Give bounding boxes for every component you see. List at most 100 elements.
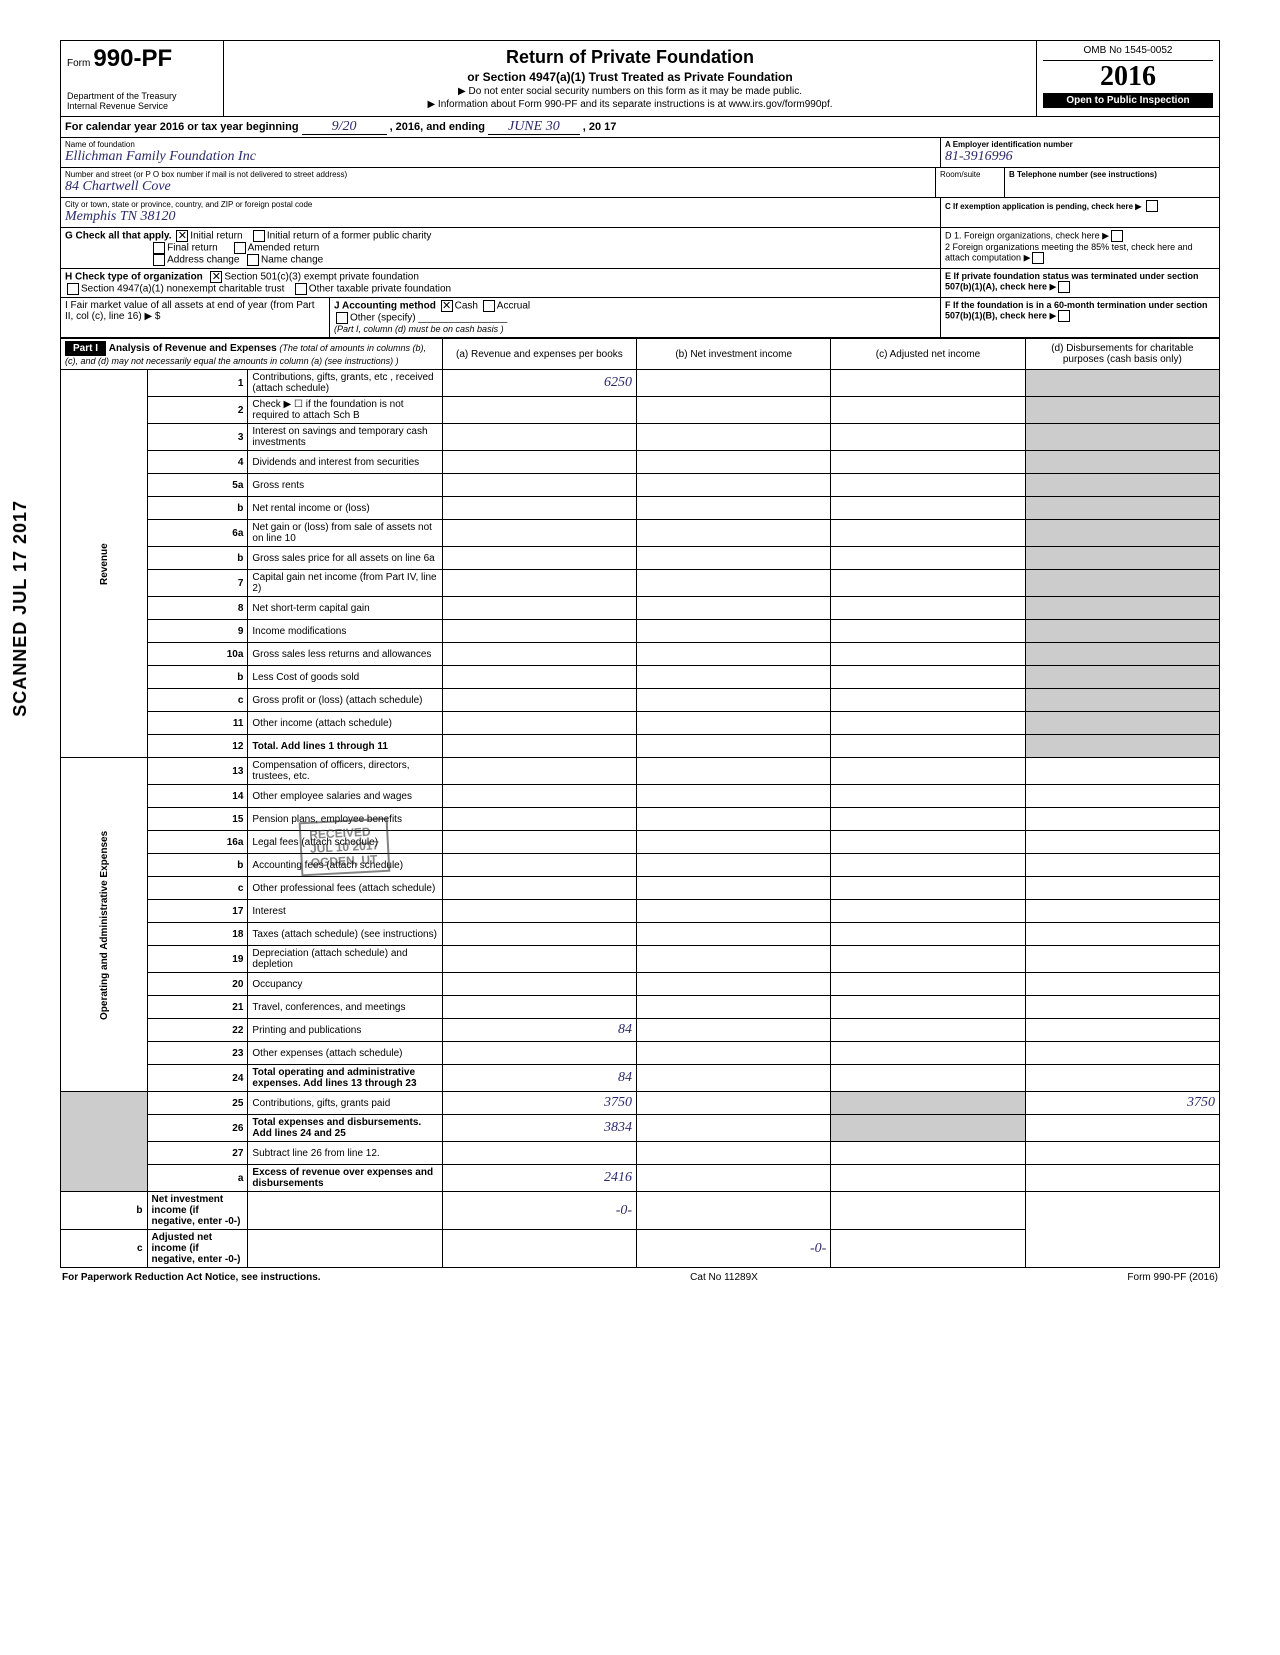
d1-cb[interactable] — [1111, 230, 1123, 242]
amount-cell — [1025, 785, 1219, 808]
table-row: 8Net short-term capital gain — [61, 597, 1220, 620]
i-f-row: I Fair market value of all assets at end… — [60, 298, 1220, 338]
table-row: 27Subtract line 26 from line 12. — [61, 1142, 1220, 1165]
j-cash-cb[interactable]: ✕ — [441, 300, 453, 312]
line-desc: Pension plans, employee benefits — [248, 808, 442, 831]
g-initial-cb[interactable]: ✕ — [176, 230, 188, 242]
year-prefix: 20 — [1100, 61, 1128, 92]
table-row: 15Pension plans, employee benefits — [61, 808, 1220, 831]
addr-row: Number and street (or P O box number if … — [60, 168, 1220, 198]
amount-cell — [442, 923, 636, 946]
part1-table: Part I Analysis of Revenue and Expenses … — [60, 338, 1220, 1268]
line-desc: Gross rents — [248, 474, 442, 497]
line-number: 20 — [147, 973, 248, 996]
amount-cell — [637, 712, 831, 735]
amount-cell — [831, 1192, 1025, 1230]
amount-cell — [831, 547, 1025, 570]
table-row: 6aNet gain or (loss) from sale of assets… — [61, 520, 1220, 547]
amount-cell: 3834 — [442, 1115, 636, 1142]
line-number: b — [61, 1192, 148, 1230]
amount-cell — [637, 666, 831, 689]
h-other-cb[interactable] — [295, 283, 307, 295]
amount-cell: 3750 — [442, 1092, 636, 1115]
g-name-cb[interactable] — [247, 254, 259, 266]
amount-cell — [442, 973, 636, 996]
g-final-cb[interactable] — [153, 242, 165, 254]
amount-cell — [1025, 689, 1219, 712]
amount-cell — [831, 1165, 1025, 1192]
col-a-header: (a) Revenue and expenses per books — [442, 339, 636, 370]
line-desc: Other income (attach schedule) — [248, 712, 442, 735]
line-number: c — [147, 877, 248, 900]
line-desc: Adjusted net income (if negative, enter … — [147, 1230, 248, 1268]
table-row: 3Interest on savings and temporary cash … — [61, 424, 1220, 451]
amount-cell — [637, 758, 831, 785]
amount-cell — [831, 1115, 1025, 1142]
line-number: b — [147, 666, 248, 689]
period-label: For calendar year 2016 or tax year begin… — [65, 121, 299, 133]
table-row: 24Total operating and administrative exp… — [61, 1065, 1220, 1092]
amount-cell — [831, 570, 1025, 597]
line-desc: Check ▶ ☐ if the foundation is not requi… — [248, 397, 442, 424]
amount-cell — [637, 1065, 831, 1092]
box-d: D 1. Foreign organizations, check here ▶… — [941, 228, 1219, 268]
amount-cell — [442, 996, 636, 1019]
foundation-name: Ellichman Family Foundation Inc — [65, 149, 936, 165]
addr-value: 84 Chartwell Cove — [65, 179, 931, 195]
line-number: 1 — [147, 370, 248, 397]
box-i-text: I Fair market value of all assets at end… — [65, 300, 315, 322]
dept-irs: Internal Revenue Service — [67, 101, 217, 111]
line-desc: Travel, conferences, and meetings — [248, 996, 442, 1019]
amount-cell — [1025, 808, 1219, 831]
g-amended: Amended return — [248, 243, 320, 254]
amount-cell — [637, 1092, 831, 1115]
amount-cell — [1025, 1165, 1219, 1192]
line-desc: Total. Add lines 1 through 11 — [248, 735, 442, 758]
period-begin: 9/20 — [302, 119, 387, 135]
form-number: 990-PF — [93, 45, 172, 72]
amount-cell — [1025, 923, 1219, 946]
line-desc: Net gain or (loss) from sale of assets n… — [248, 520, 442, 547]
year-box: OMB No 1545-0052 2016 Open to Public Ins… — [1037, 41, 1219, 116]
amount-cell — [637, 547, 831, 570]
table-row: 7Capital gain net income (from Part IV, … — [61, 570, 1220, 597]
col-d-header: (d) Disbursements for charitable purpose… — [1025, 339, 1219, 370]
name-block: Name of foundation Ellichman Family Foun… — [61, 138, 941, 167]
box-d1: D 1. Foreign organizations, check here — [945, 230, 1100, 240]
amount-cell — [442, 1142, 636, 1165]
amount-cell — [831, 735, 1025, 758]
amount-cell: 84 — [442, 1019, 636, 1042]
amount-cell — [637, 808, 831, 831]
h-4947-cb[interactable] — [67, 283, 79, 295]
amount-cell — [831, 597, 1025, 620]
j-accrual-cb[interactable] — [483, 300, 495, 312]
d2-cb[interactable] — [1032, 252, 1044, 264]
g-address-cb[interactable] — [153, 254, 165, 266]
amount-cell — [1025, 370, 1219, 397]
amount-cell — [442, 474, 636, 497]
line-number: 9 — [147, 620, 248, 643]
line-desc: Less Cost of goods sold — [248, 666, 442, 689]
amount-cell — [831, 854, 1025, 877]
amount-cell — [1025, 1019, 1219, 1042]
amount-cell — [1025, 1115, 1219, 1142]
box-c-checkbox[interactable] — [1146, 200, 1158, 212]
amount-cell — [637, 497, 831, 520]
h-501c3-cb[interactable]: ✕ — [210, 271, 222, 283]
line-number: 18 — [147, 923, 248, 946]
addr-label: Number and street (or P O box number if … — [65, 170, 931, 179]
table-row: cOther professional fees (attach schedul… — [61, 877, 1220, 900]
amount-cell — [1025, 547, 1219, 570]
year-bold: 16 — [1128, 61, 1156, 92]
j-other-cb[interactable] — [336, 312, 348, 324]
g-initial-former-cb[interactable] — [253, 230, 265, 242]
g-amended-cb[interactable] — [234, 242, 246, 254]
e-cb[interactable] — [1058, 281, 1070, 293]
g-name: Name change — [261, 255, 323, 266]
line-desc: Interest on savings and temporary cash i… — [248, 424, 442, 451]
f-cb[interactable] — [1058, 310, 1070, 322]
ein-value: 81-3916996 — [945, 149, 1215, 165]
amount-cell — [831, 643, 1025, 666]
ein-label: A Employer identification number — [945, 140, 1215, 149]
table-row: 22Printing and publications84 — [61, 1019, 1220, 1042]
